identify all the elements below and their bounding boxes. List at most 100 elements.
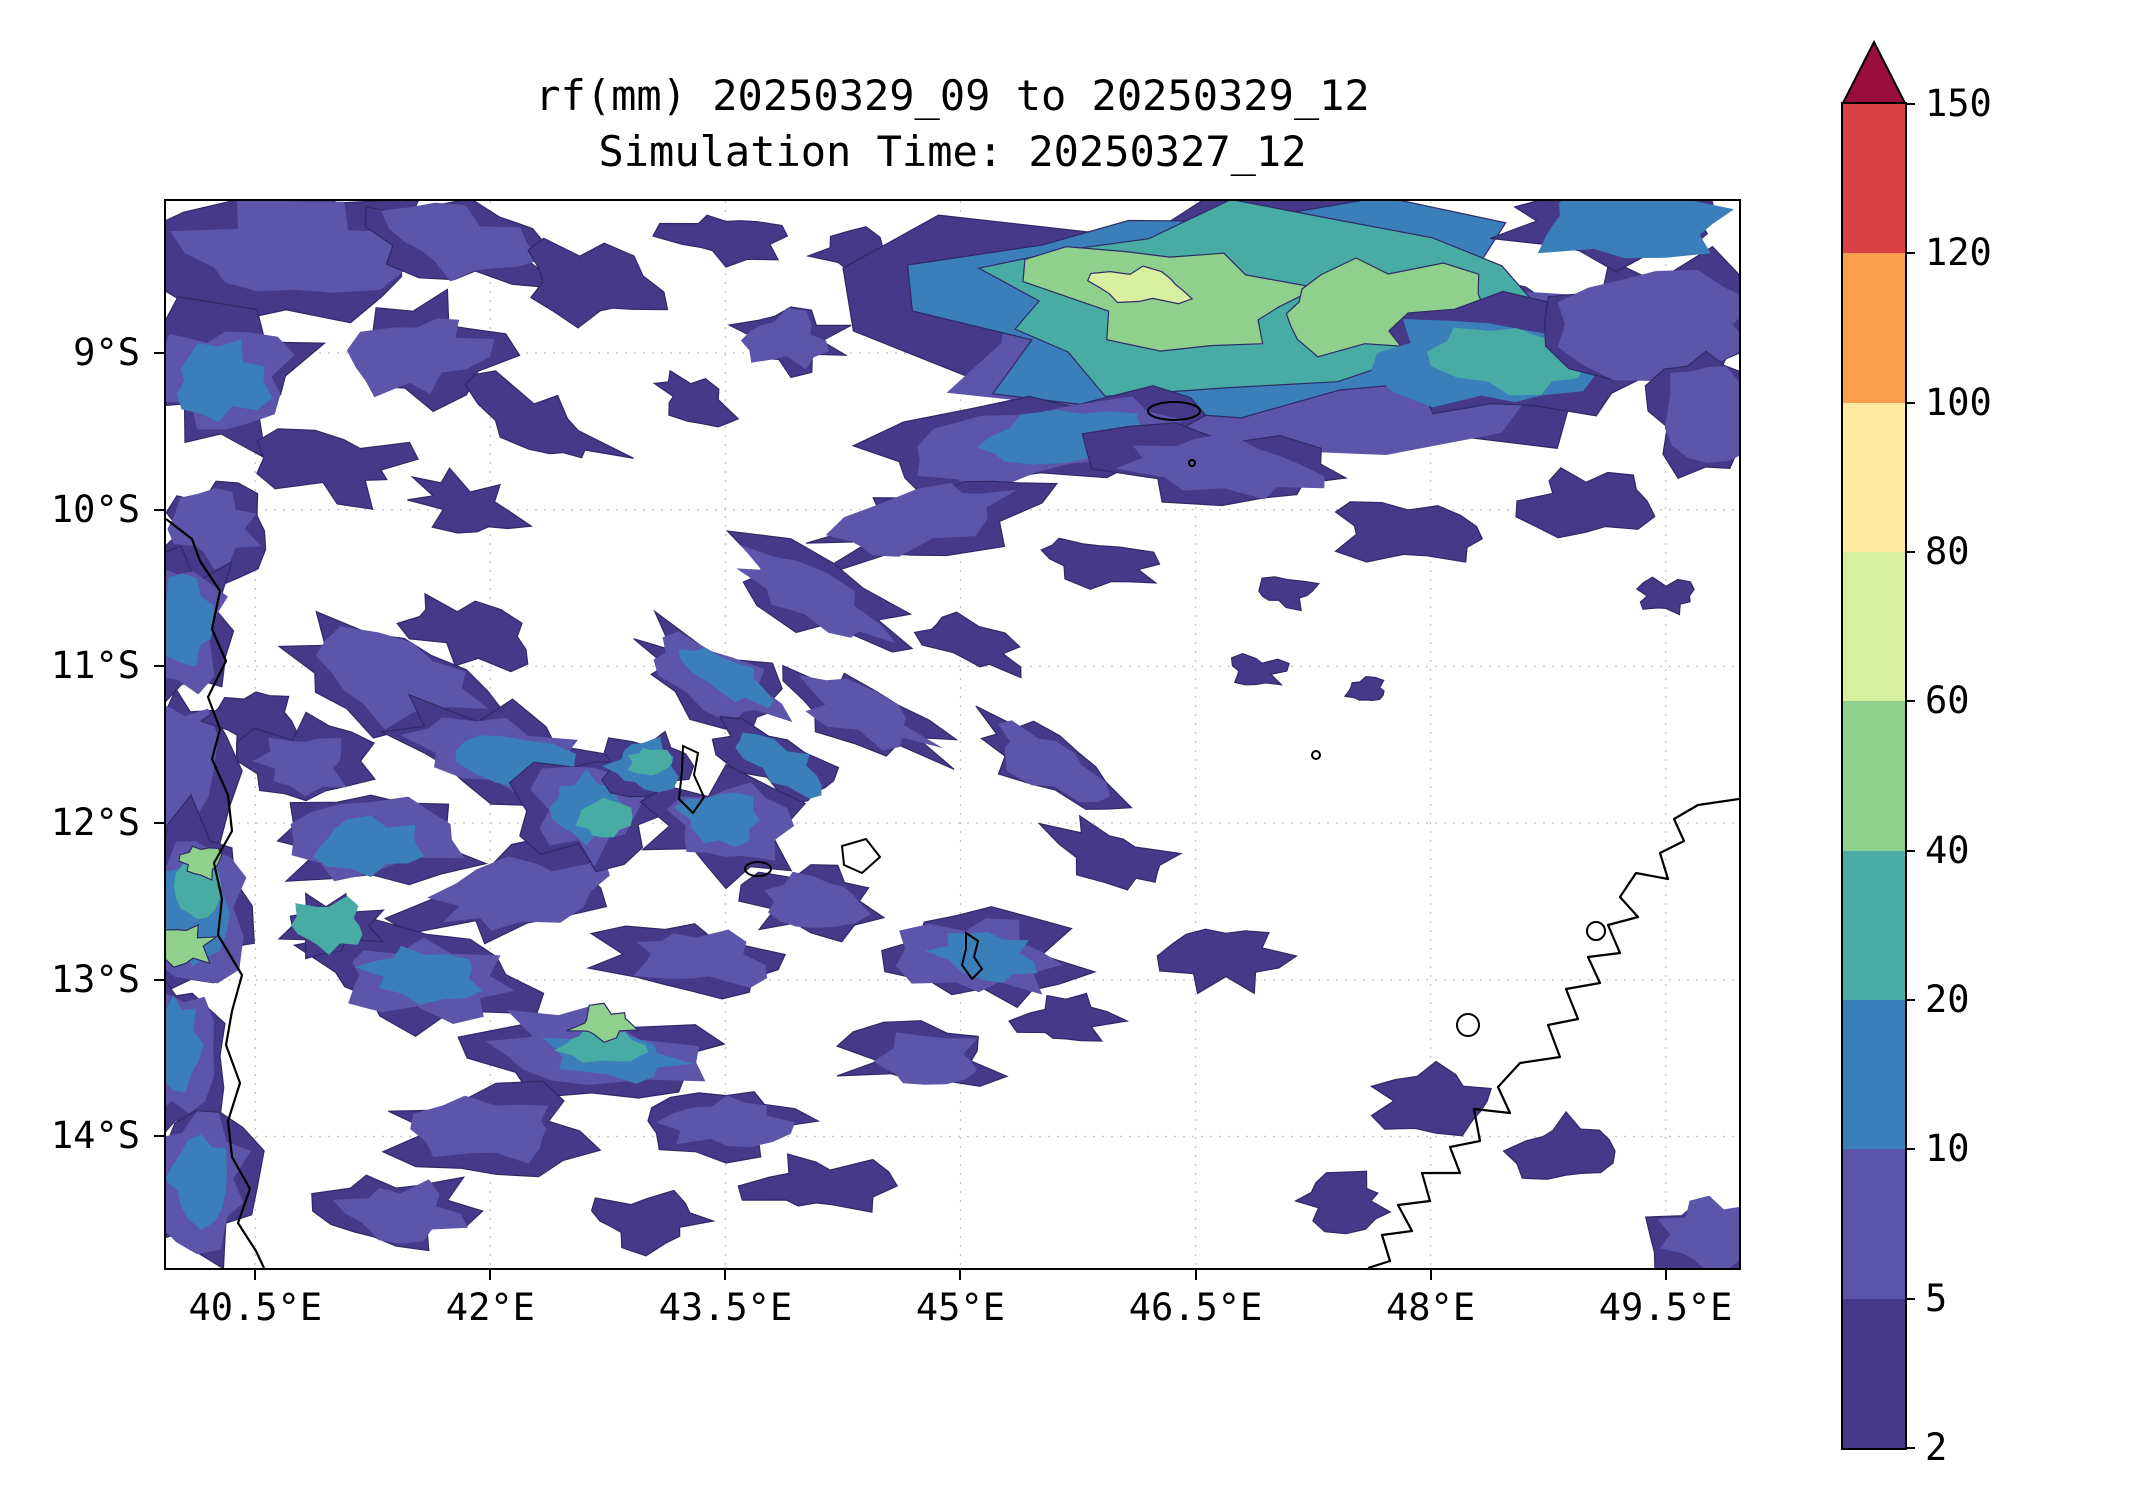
rain-contour-blob	[256, 428, 419, 510]
colorbar-tick-mark	[1905, 999, 1915, 1001]
colorbar	[1841, 102, 1907, 1450]
colorbar-tick-mark	[1905, 551, 1915, 553]
rain-contour-blob	[291, 895, 363, 955]
rain-contour-blob	[315, 626, 489, 730]
island-outline	[1586, 921, 1606, 941]
rain-contour-blob	[1343, 675, 1385, 702]
rain-contour-blob	[1334, 501, 1484, 563]
rain-contour-blob	[1537, 201, 1734, 259]
rain-contour-blob	[381, 202, 543, 282]
rain-contour-blob	[1657, 1195, 1739, 1268]
rain-contour-blob	[178, 845, 223, 881]
colorbar-tick-label: 10	[1925, 1127, 1970, 1171]
rain-contour-blob	[925, 932, 1038, 983]
rain-contour-blob	[1502, 1110, 1616, 1180]
colorbar-tick-mark	[1905, 1447, 1915, 1449]
y-tick-mark	[154, 508, 166, 511]
rain-contour-blob	[737, 1153, 899, 1213]
rain-contour-blob	[764, 871, 871, 928]
coastline-madagascar	[1367, 797, 1739, 1268]
island-outline	[1188, 459, 1196, 467]
colorbar-segment	[1843, 1298, 1905, 1448]
y-tick-label: 13°S	[50, 957, 140, 1001]
rain-contour-blob	[1664, 366, 1739, 463]
rain-contour-blob	[313, 815, 424, 878]
colorbar-tick-mark	[1905, 849, 1915, 852]
colorbar-tick-mark	[1905, 1148, 1915, 1151]
island-outline	[744, 861, 772, 877]
rain-contour-blob	[1258, 576, 1320, 612]
rain-contour-blob	[346, 318, 495, 398]
y-tick-label: 9°S	[73, 330, 140, 374]
island-outline	[1311, 750, 1321, 760]
x-tick-label: 49.5°E	[1598, 1286, 1733, 1329]
colorbar-tick-label: 5	[1925, 1276, 1948, 1320]
colorbar-segment	[1843, 551, 1905, 702]
rain-contour-blob	[1515, 467, 1656, 539]
colorbar-tick-mark	[1905, 1297, 1915, 1300]
rain-contour-blob	[673, 792, 760, 847]
rain-contour-blob	[633, 929, 768, 988]
rain-contour-blob	[464, 370, 634, 459]
colorbar-tick-label: 120	[1925, 231, 1992, 275]
rain-contour-blob	[1037, 814, 1183, 891]
rain-contour-blob	[1040, 537, 1161, 590]
rain-contour-blob	[740, 308, 829, 370]
rain-contour-blob	[527, 237, 669, 329]
rain-contour-blob	[167, 488, 262, 571]
rain-contour-blob	[590, 1189, 716, 1257]
rain-contour-blob	[652, 369, 740, 428]
colorbar-tick-label: 40	[1925, 828, 1970, 872]
colorbar-tick-label: 20	[1925, 978, 1970, 1021]
rain-contour-blob	[873, 1032, 978, 1085]
chart-subtitle: Simulation Time: 20250327_12	[598, 127, 1307, 176]
x-tick-mark	[1429, 1268, 1432, 1280]
x-tick-label: 40.5°E	[188, 1286, 323, 1329]
colorbar-segment	[1843, 104, 1905, 254]
rain-contour-blob	[252, 737, 347, 797]
rain-contour-blob	[554, 1027, 649, 1063]
island-outline	[1147, 401, 1201, 421]
x-tick-mark	[724, 1268, 727, 1280]
rain-contour-blob	[1230, 652, 1290, 686]
rain-contour-blob	[1086, 265, 1194, 305]
rain-contour-blob	[913, 611, 1022, 679]
colorbar-tick-mark	[1905, 401, 1915, 404]
rain-contour-blob	[170, 201, 438, 293]
colorbar-segment	[1843, 253, 1905, 403]
island-outline	[1456, 1013, 1480, 1037]
rain-contour-blob	[1156, 928, 1298, 995]
rain-contour-blob	[652, 214, 789, 268]
y-tick-label: 10°S	[50, 487, 140, 531]
chart-title: rf(mm) 20250329_09 to 20250329_12	[535, 71, 1370, 120]
rain-contour-blob	[396, 592, 529, 673]
x-tick-mark	[489, 1268, 492, 1280]
rain-contour-blob	[1115, 432, 1325, 500]
colorbar-extend-shape	[1841, 40, 1907, 104]
colorbar-tick-label: 150	[1925, 82, 1992, 125]
rain-contour-blob	[678, 647, 774, 709]
colorbar-segment	[1843, 850, 1905, 1000]
y-tick-mark	[154, 665, 166, 668]
rain-contour-blob	[656, 1095, 796, 1147]
rain-contour-blob	[735, 732, 822, 799]
rain-contour-blob	[177, 339, 273, 423]
rain-contour-blob	[332, 1179, 468, 1244]
x-tick-label: 46.5°E	[1128, 1286, 1263, 1329]
rain-contour-blob	[566, 1002, 640, 1043]
rain-contour-blob	[575, 797, 633, 838]
x-tick-mark	[959, 1268, 962, 1280]
rain-contour-blob	[1557, 269, 1739, 381]
colorbar-tick-mark	[1905, 252, 1915, 255]
colorbar-tick-mark	[1905, 103, 1915, 105]
rain-contour-blob	[998, 720, 1111, 803]
rain-contour-blob	[1369, 1060, 1493, 1137]
rain-contour-blob	[354, 945, 483, 1005]
colorbar-segment	[1843, 999, 1905, 1150]
x-tick-label: 48°E	[1386, 1286, 1476, 1329]
colorbar-segment	[1843, 402, 1905, 552]
y-tick-label: 14°S	[50, 1114, 140, 1158]
island-outline	[677, 744, 706, 815]
coastline-africa	[166, 518, 265, 1268]
